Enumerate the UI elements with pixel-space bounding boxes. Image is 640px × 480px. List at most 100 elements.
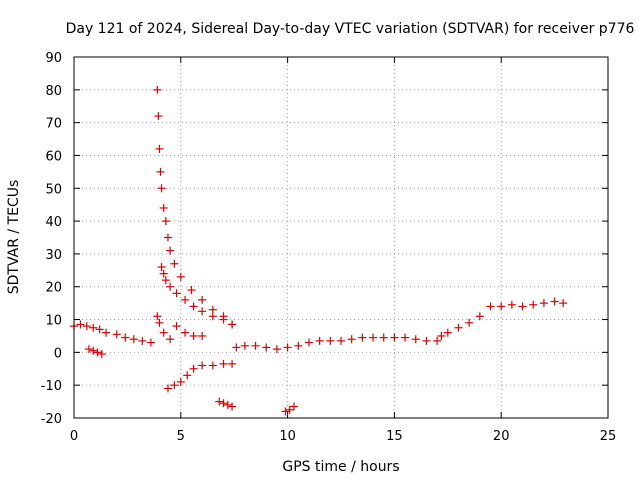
data-point xyxy=(187,286,196,295)
data-point xyxy=(181,328,190,337)
data-point xyxy=(219,399,228,408)
data-point xyxy=(161,276,170,285)
data-point xyxy=(172,289,181,298)
series-arc-diagonal xyxy=(153,312,207,344)
data-point xyxy=(390,333,399,342)
data-point xyxy=(507,300,516,309)
x-tick-label: 5 xyxy=(177,429,185,444)
data-point xyxy=(401,333,410,342)
data-point xyxy=(170,259,179,268)
data-point xyxy=(283,343,292,352)
data-point xyxy=(337,336,345,345)
data-point xyxy=(155,318,164,327)
data-point xyxy=(411,335,420,344)
data-point xyxy=(326,336,335,345)
data-point xyxy=(166,282,175,291)
data-point xyxy=(281,407,290,416)
plot-frame xyxy=(73,56,609,419)
data-point xyxy=(208,312,217,321)
data-point xyxy=(465,318,474,327)
y-tick-label: 40 xyxy=(45,215,62,230)
y-tick-label: -20 xyxy=(41,412,62,427)
data-point xyxy=(294,341,303,350)
data-point xyxy=(129,335,138,344)
data-point xyxy=(166,246,175,255)
data-point xyxy=(95,325,104,334)
data-point xyxy=(155,144,164,153)
series-arc-rising-negative xyxy=(163,359,237,393)
y-tick-label: 90 xyxy=(45,51,62,66)
y-tick-label: 0 xyxy=(54,346,62,361)
y-axis-title: SDTVAR / TECUs xyxy=(6,180,22,295)
data-point xyxy=(157,184,166,193)
data-point xyxy=(181,295,190,304)
data-point xyxy=(475,312,484,321)
data-point xyxy=(228,359,237,368)
data-point xyxy=(159,203,168,212)
data-point xyxy=(93,348,102,357)
data-point xyxy=(215,397,224,406)
x-tick-label: 25 xyxy=(600,429,617,444)
data-point xyxy=(198,307,207,316)
y-tick-label: 70 xyxy=(45,117,62,132)
x-axis-title: GPS time / hours xyxy=(282,459,399,475)
data-point xyxy=(183,371,192,380)
data-point xyxy=(146,338,155,347)
data-point xyxy=(198,295,207,304)
data-point xyxy=(198,361,207,370)
data-point xyxy=(379,333,388,342)
series-arc-low-2 xyxy=(281,402,299,416)
y-tick-label: 60 xyxy=(45,149,62,164)
chart-title: Day 121 of 2024, Sidereal Day-to-day VTE… xyxy=(66,21,635,37)
y-tick-label: 20 xyxy=(45,281,62,296)
x-tick-label: 20 xyxy=(493,429,510,444)
data-point xyxy=(228,320,237,329)
y-tick-label: -10 xyxy=(41,379,62,394)
data-point xyxy=(176,272,185,281)
data-point xyxy=(240,341,249,350)
data-point xyxy=(189,364,198,373)
y-tick-label: 50 xyxy=(45,182,62,197)
data-point xyxy=(290,402,299,411)
data-point xyxy=(454,323,463,332)
data-point xyxy=(208,361,217,370)
data-point xyxy=(559,299,568,308)
series-arc-spike-lower xyxy=(157,263,237,329)
grid-layer xyxy=(74,57,608,418)
data-point xyxy=(315,336,324,345)
tick-layer: 0 5 10 15 20 25 -20 -10 0 10 20 30 40 50 60 70 80 90 xyxy=(41,51,617,444)
data-point xyxy=(163,384,172,393)
data-point xyxy=(228,402,237,411)
x-tick-label: 10 xyxy=(279,429,296,444)
series-arc-mid xyxy=(232,333,442,354)
data-layer xyxy=(70,85,568,416)
data-point xyxy=(272,345,281,354)
data-point xyxy=(550,297,559,306)
x-tick-label: 0 xyxy=(70,429,78,444)
data-point xyxy=(262,343,271,352)
data-point xyxy=(219,359,228,368)
data-point xyxy=(89,323,98,332)
data-point xyxy=(82,322,91,331)
data-point xyxy=(529,300,538,309)
data-point xyxy=(154,112,163,121)
data-point xyxy=(497,302,506,311)
data-point xyxy=(159,328,168,337)
data-point xyxy=(102,328,111,337)
data-point xyxy=(166,335,175,344)
series-arc-main xyxy=(70,320,155,347)
data-point xyxy=(156,167,165,176)
data-point xyxy=(121,333,130,342)
data-point xyxy=(251,341,260,350)
data-point xyxy=(232,343,241,352)
data-point xyxy=(198,331,207,340)
series-arc-low-1 xyxy=(215,397,237,411)
data-point xyxy=(163,233,172,242)
data-point xyxy=(539,299,548,308)
data-point xyxy=(153,85,162,94)
x-tick-label: 15 xyxy=(386,429,403,444)
data-point xyxy=(304,338,313,347)
data-point xyxy=(219,315,228,324)
data-point xyxy=(223,400,232,409)
